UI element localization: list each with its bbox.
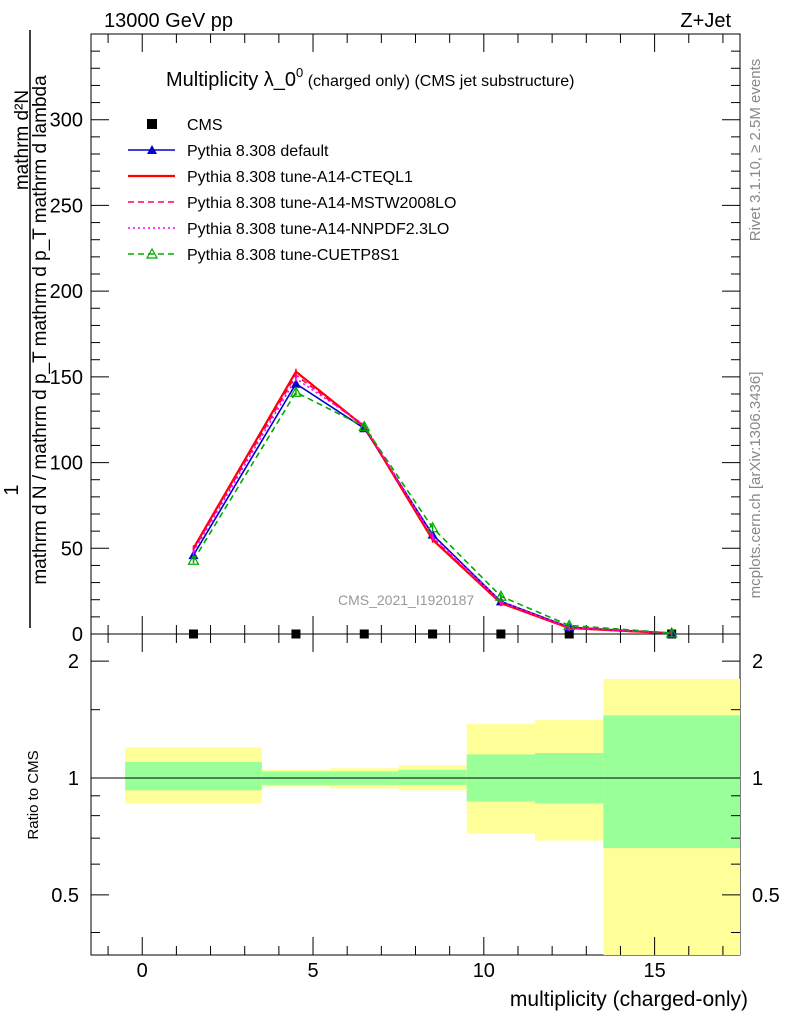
ratio-y-tick-label-right: 0.5 <box>752 885 780 907</box>
main-y-tick-label: 0 <box>72 624 83 646</box>
cms-data-point <box>428 629 438 639</box>
ratio-x-ticks: 0 5 10 15 <box>107 634 724 982</box>
ratio-y-ticks: 0.5 0.5 1 1 2 2 <box>51 651 780 933</box>
ratio-y-tick-label-right: 1 <box>752 768 763 790</box>
x-tick-label: 0 <box>137 960 148 982</box>
legend-label-2: Pythia 8.308 tune-A14-CTEQL1 <box>187 169 413 186</box>
series-marker-5 <box>563 619 576 631</box>
ratio-y-tick-label-right: 2 <box>752 651 763 673</box>
series-marker-5 <box>187 554 200 565</box>
ylabel-denominator: mathrm d N / mathrm d p_T mathrm d p_T m… <box>30 75 51 585</box>
x-tick-label: 5 <box>307 960 318 982</box>
title-sup: 0 <box>296 65 303 80</box>
legend-marker-1 <box>147 145 157 154</box>
ratio-y-tick-label: 0.5 <box>51 885 79 907</box>
cms-data-point <box>291 629 301 639</box>
ratio-ylabel: Ratio to CMS <box>25 750 42 839</box>
series-marker-5 <box>426 521 439 533</box>
title-main: Multiplicity λ_0 <box>166 69 296 91</box>
series-marker-1 <box>290 378 301 388</box>
main-y-tick-label: 150 <box>50 367 83 389</box>
cms-data-point <box>359 629 369 639</box>
legend-label-1: Pythia 8.308 default <box>187 143 329 160</box>
main-y-tick-label: 50 <box>61 538 83 560</box>
ylabel-numerator: mathrm d²N <box>12 90 33 190</box>
mcplots-label: mcplots.cern.ch [arXiv:1306.3436] <box>747 372 764 599</box>
legend-label-5: Pythia 8.308 tune-CUETP8S1 <box>187 247 400 264</box>
legend-marker-5 <box>145 247 159 259</box>
ratio-inner-band-6 <box>603 715 740 849</box>
legend-label-0: CMS <box>187 117 223 134</box>
ylabel-one: 1 <box>1 484 23 495</box>
ratio-bands <box>125 678 740 955</box>
series-marker-5 <box>494 590 507 601</box>
title-rest: (charged only) (CMS jet substructure) <box>303 73 574 90</box>
main-title: Multiplicity λ_00 (charged only) (CMS je… <box>166 65 574 91</box>
series-layer <box>187 368 678 639</box>
main-y-tick-label: 300 <box>50 110 83 132</box>
main-ylabel: 1 mathrm d²N mathrm d N / mathrm d p_T m… <box>1 30 51 628</box>
main-y-tick-label: 200 <box>50 281 83 303</box>
rivet-label: Rivet 3.1.10, ≥ 2.5M events <box>747 59 764 242</box>
header-right: Z+Jet <box>680 10 731 32</box>
analysis-watermark: CMS_2021_I1920187 <box>338 592 474 608</box>
legend-marker-cms <box>147 119 157 129</box>
series-marker-5 <box>358 420 371 432</box>
cms-data-point <box>188 629 198 639</box>
legend-label-3: Pythia 8.308 tune-A14-MSTW2008LO <box>187 195 456 212</box>
legend-label-4: Pythia 8.308 tune-A14-NNPDF2.3LO <box>187 221 449 238</box>
ratio-y-tick-label: 1 <box>68 768 79 790</box>
series-marker-5 <box>289 386 302 397</box>
cms-data-point <box>564 629 574 639</box>
series-marker-5 <box>665 626 678 638</box>
x-tick-label: 15 <box>643 960 665 982</box>
main-y-tick-label: 250 <box>50 195 83 217</box>
x-tick-label: 10 <box>473 960 495 982</box>
header-left: 13000 GeV pp <box>104 10 233 32</box>
ratio-y-tick-label: 2 <box>68 651 79 673</box>
legend: CMS Pythia 8.308 default Pythia 8.308 tune… <box>128 117 456 264</box>
cms-data-point <box>496 629 506 639</box>
ratio-inner-band-3 <box>398 769 467 785</box>
main-y-ticks: 0 50 100 150 200 250 300 <box>50 50 740 646</box>
ratio-inner-band-0 <box>125 761 262 791</box>
x-axis-label: multiplicity (charged-only) <box>510 988 748 1011</box>
main-y-tick-label: 100 <box>50 453 83 475</box>
